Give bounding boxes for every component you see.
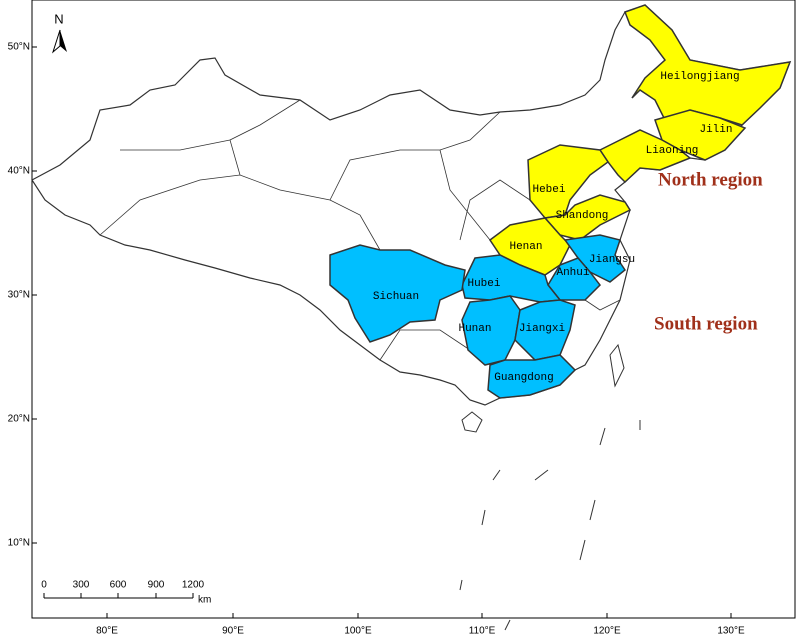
scale-label: 0 [41, 580, 47, 591]
lat-label: 40°N [8, 166, 30, 177]
scale-bar: 0 300 600 900 1200 km [41, 580, 211, 606]
province [598, 129, 692, 184]
province-label: Henan [509, 241, 542, 253]
lat-label: 10°N [8, 538, 30, 549]
lat-label: 20°N [8, 414, 30, 425]
province [527, 144, 610, 219]
province-label: Jiangsu [589, 254, 635, 266]
province [514, 299, 576, 361]
province [461, 295, 521, 366]
region-label: North region [658, 169, 763, 190]
province-label: Hubei [467, 278, 500, 290]
lon-label: 110°E [469, 626, 496, 637]
scale-label: 900 [148, 580, 165, 591]
arrow-head [60, 30, 67, 52]
province [329, 244, 466, 343]
north-arrow: N [51, 11, 67, 54]
lon-label: 120°E [593, 626, 621, 637]
lon-label: 100°E [344, 626, 372, 637]
province-label: Heilongjiang [660, 71, 739, 83]
scale-label: 1200 [182, 580, 205, 591]
province [487, 354, 577, 399]
arrow-head [51, 29, 61, 54]
lat-label: 30°N [8, 290, 30, 301]
province-label: Shandong [556, 210, 609, 222]
province-label: Jilin [699, 124, 732, 136]
scale-line [43, 593, 194, 599]
province-label: Guangdong [494, 372, 553, 384]
province [543, 194, 632, 241]
province-label: Sichuan [373, 291, 419, 303]
scale-label: 300 [73, 580, 90, 591]
lon-label: 80°E [96, 626, 118, 637]
scale-label: 600 [110, 580, 127, 591]
province-borders [99, 99, 621, 361]
province-label: Hunan [458, 323, 491, 335]
province-label: Hebei [532, 184, 565, 196]
scale-unit: km [198, 595, 211, 606]
lon-label: 130°E [717, 626, 745, 637]
lon-label: 90°E [222, 626, 244, 637]
island [609, 343, 625, 388]
region-label: South region [654, 313, 758, 334]
province-label: Anhui [556, 267, 589, 279]
island [461, 411, 483, 433]
sea-boundary [459, 420, 641, 631]
province-label: Liaoning [646, 145, 699, 157]
province-label: Jiangxi [519, 323, 566, 335]
lat-label: 50°N [8, 42, 30, 53]
north-label: N [54, 11, 63, 26]
